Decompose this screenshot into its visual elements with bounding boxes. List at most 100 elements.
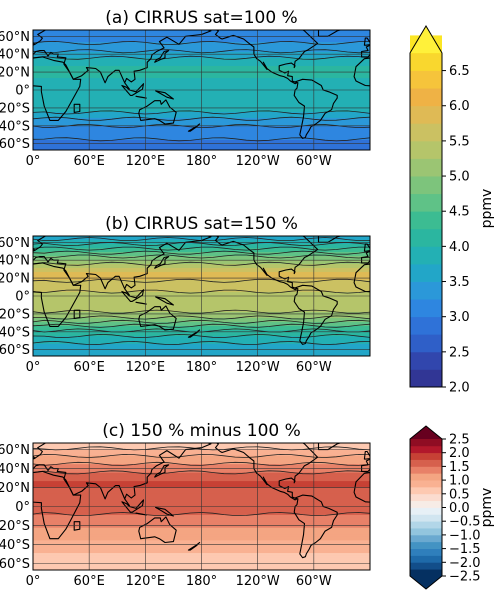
colorbar-tick-label: 0.5 <box>449 487 470 502</box>
colorbar-extend-high <box>410 26 442 53</box>
colorbar-segment <box>410 53 442 71</box>
panel-title: (b) CIRRUS sat=150 % <box>105 214 298 234</box>
colorbar-extend-high <box>410 426 442 439</box>
coastline <box>476 306 500 330</box>
y-tick-label: 60°N <box>0 236 30 251</box>
panel-frame <box>32 29 371 151</box>
y-tick-label: 40°S <box>0 119 30 134</box>
coastline <box>73 103 81 113</box>
coastline <box>293 78 338 139</box>
colorbar-segment <box>410 140 442 159</box>
colorbar-segment <box>410 246 442 265</box>
colorbar-segment <box>410 439 442 447</box>
y-tick-label: 20°N <box>0 272 30 287</box>
panel-frame <box>32 235 371 357</box>
colorbar-segment <box>410 493 442 502</box>
coastline <box>33 56 82 121</box>
coastline <box>187 541 201 551</box>
colorbar-tick-label: −1.0 <box>449 528 481 543</box>
y-tick-label: 40°N <box>0 48 30 63</box>
colorbar-segment <box>410 158 442 177</box>
colorbar-segment <box>410 500 442 508</box>
colorbar-tick-label: 4.0 <box>449 240 470 255</box>
coastline <box>459 84 481 96</box>
y-tick-label: 60°N <box>0 443 30 458</box>
colorbar-segment <box>410 211 442 230</box>
colorbar-tick-label: 5.5 <box>449 134 470 149</box>
colorbars: 2.02.53.03.54.04.55.05.56.06.5ppmv2.52.0… <box>409 25 495 590</box>
colorbar-segment <box>410 521 442 529</box>
colorbar-shared-1: 2.0 2.5 3.0 3.5 4.0 4.5 5.0 5.5 6.0 6.5 ppmv <box>409 25 495 396</box>
colorbar-tick-label: 3.5 <box>449 275 470 290</box>
panel-title: (c) 150 % minus 100 % <box>102 421 301 441</box>
colorbar-extend-low <box>410 576 442 589</box>
colorbar-segment <box>410 334 442 353</box>
x-tick-label: 60°E <box>74 574 105 589</box>
y-tick-label: 40°N <box>0 254 30 269</box>
colorbar-segment <box>410 548 442 556</box>
x-tick-label: 60°W <box>296 574 332 589</box>
x-tick-label: 120°E <box>126 154 166 169</box>
coastline <box>214 236 319 291</box>
y-tick-label: 60°S <box>0 137 30 152</box>
colorbar-segment <box>410 528 442 536</box>
colorbar-segment <box>410 555 442 563</box>
colorbar-segment <box>410 316 442 335</box>
y-tick-label: 60°N <box>0 30 30 45</box>
coastline <box>33 262 82 327</box>
x-tick-label: 60°W <box>296 360 332 375</box>
coastline <box>473 96 483 98</box>
colorbar-segment <box>410 70 442 89</box>
x-tick-label: 120°E <box>126 574 166 589</box>
coastline <box>187 123 201 132</box>
colorbar-tick-label: −0.5 <box>449 515 481 530</box>
colorbar-segment <box>410 473 442 481</box>
x-tick-label: 0° <box>26 360 41 375</box>
panel-frame <box>32 442 371 571</box>
colorbar-segment <box>410 534 442 543</box>
coastline <box>33 236 212 296</box>
coastlines <box>33 443 370 559</box>
colorbar-shared-2: 2.52.01.51.00.50.0−0.5−1.0−1.5−2.0−2.5 pp… <box>409 425 495 590</box>
coastline <box>493 297 500 305</box>
coastline <box>33 30 212 90</box>
colorbar-tick-label: 0.0 <box>449 501 470 516</box>
panel-title: (a) CIRRUS sat=100 % <box>105 8 297 28</box>
coastline <box>363 37 370 46</box>
coastline <box>316 443 343 451</box>
colorbar-label: ppmv <box>479 488 495 528</box>
x-tick-label: 0° <box>26 154 41 169</box>
coastline <box>155 506 174 517</box>
colorbar-segment <box>410 369 442 388</box>
colorbar-segment <box>410 569 442 577</box>
x-tick-label: 180° <box>186 574 217 589</box>
colorbar-tick-label: −2.5 <box>449 570 481 585</box>
colorbar-tick-label: −1.5 <box>449 542 481 557</box>
colorbar-segment <box>410 514 442 522</box>
coastline <box>473 302 483 304</box>
y-tick-label: 0° <box>15 290 30 305</box>
colorbar-segment <box>410 466 442 474</box>
coastline <box>187 329 201 338</box>
map-panel-1: (a) CIRRUS sat=100 % 0° 60°E 120°E 180° 120°W… <box>0 8 483 169</box>
colorbar-segment <box>410 228 442 247</box>
x-tick-label: 60°W <box>296 154 332 169</box>
colorbar-segment <box>410 88 442 107</box>
x-tick-label: 180° <box>186 154 217 169</box>
colorbar-segment <box>410 281 442 300</box>
colorbar-tick-label: 6.0 <box>449 99 470 114</box>
colorbar-tick-label: 6.5 <box>449 64 470 79</box>
y-tick-label: 60°S <box>0 343 30 358</box>
coastline <box>33 443 212 507</box>
colorbar-segment <box>410 351 442 370</box>
coastline <box>214 30 319 85</box>
coastline <box>135 512 147 516</box>
map-panel-3: (c) 150 % minus 100 % 0° 60°E 120°E 180° 120°… <box>0 421 371 589</box>
colorbar-tick-label: 1.0 <box>449 474 470 489</box>
x-tick-label: 0° <box>26 574 41 589</box>
coastline <box>121 499 145 513</box>
y-tick-label: 40°S <box>0 538 30 553</box>
colorbar-segment <box>410 480 442 488</box>
coastline <box>293 494 338 559</box>
coastline <box>154 50 170 63</box>
